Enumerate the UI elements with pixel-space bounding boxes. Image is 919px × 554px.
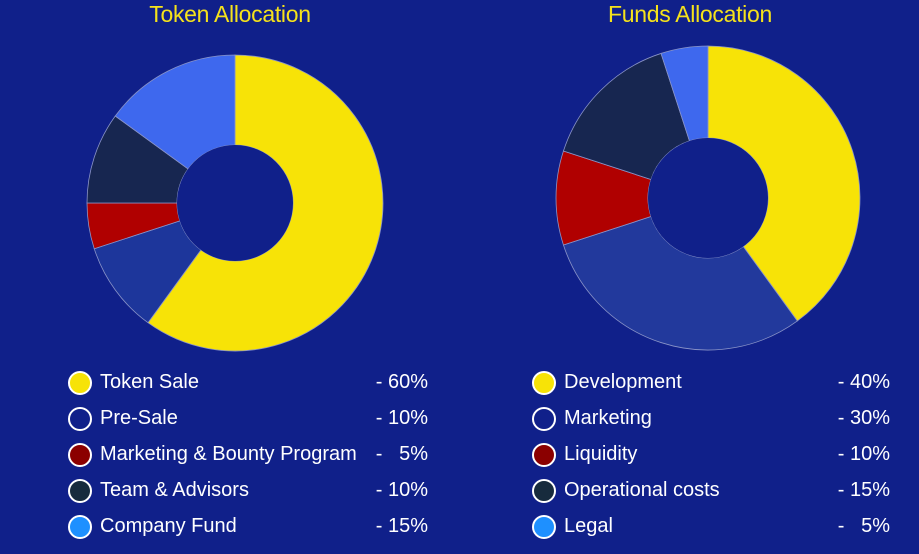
- legend-value: - 30%: [837, 407, 890, 429]
- legend-swatch-icon: [68, 515, 92, 539]
- funds-allocation-panel: Funds Allocation Development - 40% Marketi…: [460, 0, 919, 554]
- legend-swatch-icon: [532, 479, 556, 503]
- legend-label: Marketing: [564, 407, 652, 429]
- legend-label: Token Sale: [100, 371, 199, 393]
- legend-value: - 5%: [837, 515, 890, 537]
- legend-swatch-icon: [68, 407, 92, 431]
- chart-title: Token Allocation: [149, 1, 311, 27]
- legend-item: Liquidity - 10%: [532, 438, 890, 474]
- legend-item: Marketing - 30%: [532, 402, 890, 438]
- donut-hole: [177, 145, 293, 261]
- legend-value: - 60%: [375, 371, 428, 393]
- legend-value: - 15%: [375, 515, 428, 537]
- legend-swatch-icon: [532, 371, 556, 395]
- legend-label: Team & Advisors: [100, 479, 249, 501]
- legend-swatch-icon: [532, 443, 556, 467]
- legend-value: - 10%: [375, 479, 428, 501]
- legend-item: Company Fund - 15%: [68, 510, 428, 546]
- legend-swatch-icon: [68, 371, 92, 395]
- legend-value: - 15%: [837, 479, 890, 501]
- legend-label: Legal: [564, 515, 613, 537]
- funds-allocation-legend: Development - 40% Marketing - 30% Liquidity -…: [532, 366, 890, 546]
- legend-label: Company Fund: [100, 515, 237, 537]
- chart-title: Funds Allocation: [608, 1, 772, 27]
- legend-value: - 40%: [837, 371, 890, 393]
- legend-item: Operational costs - 15%: [532, 474, 890, 510]
- legend-item: Development - 40%: [532, 366, 890, 402]
- legend-label: Development: [564, 371, 682, 393]
- legend-value: - 10%: [375, 407, 428, 429]
- legend-item: Token Sale - 60%: [68, 366, 428, 402]
- legend-item: Pre-Sale - 10%: [68, 402, 428, 438]
- legend-label: Pre-Sale: [100, 407, 178, 429]
- legend-value: - 5%: [375, 443, 428, 465]
- legend-value: - 10%: [837, 443, 890, 465]
- token-allocation-donut: [86, 54, 384, 352]
- legend-swatch-icon: [532, 515, 556, 539]
- legend-label: Operational costs: [564, 479, 720, 501]
- funds-allocation-donut: [555, 45, 861, 351]
- token-allocation-legend: Token Sale - 60% Pre-Sale - 10% Marketing & …: [68, 366, 428, 546]
- legend-item: Marketing & Bounty Program - 5%: [68, 438, 428, 474]
- legend-swatch-icon: [68, 443, 92, 467]
- legend-item: Team & Advisors - 10%: [68, 474, 428, 510]
- token-allocation-panel: Token Allocation Token Sale - 60% Pre-Sale…: [68, 1, 428, 546]
- legend-item: Legal - 5%: [532, 510, 890, 546]
- legend-label: Marketing & Bounty Program: [100, 443, 357, 465]
- legend-label: Liquidity: [564, 443, 638, 465]
- donut-hole: [648, 138, 768, 258]
- legend-swatch-icon: [68, 479, 92, 503]
- legend-swatch-icon: [532, 407, 556, 431]
